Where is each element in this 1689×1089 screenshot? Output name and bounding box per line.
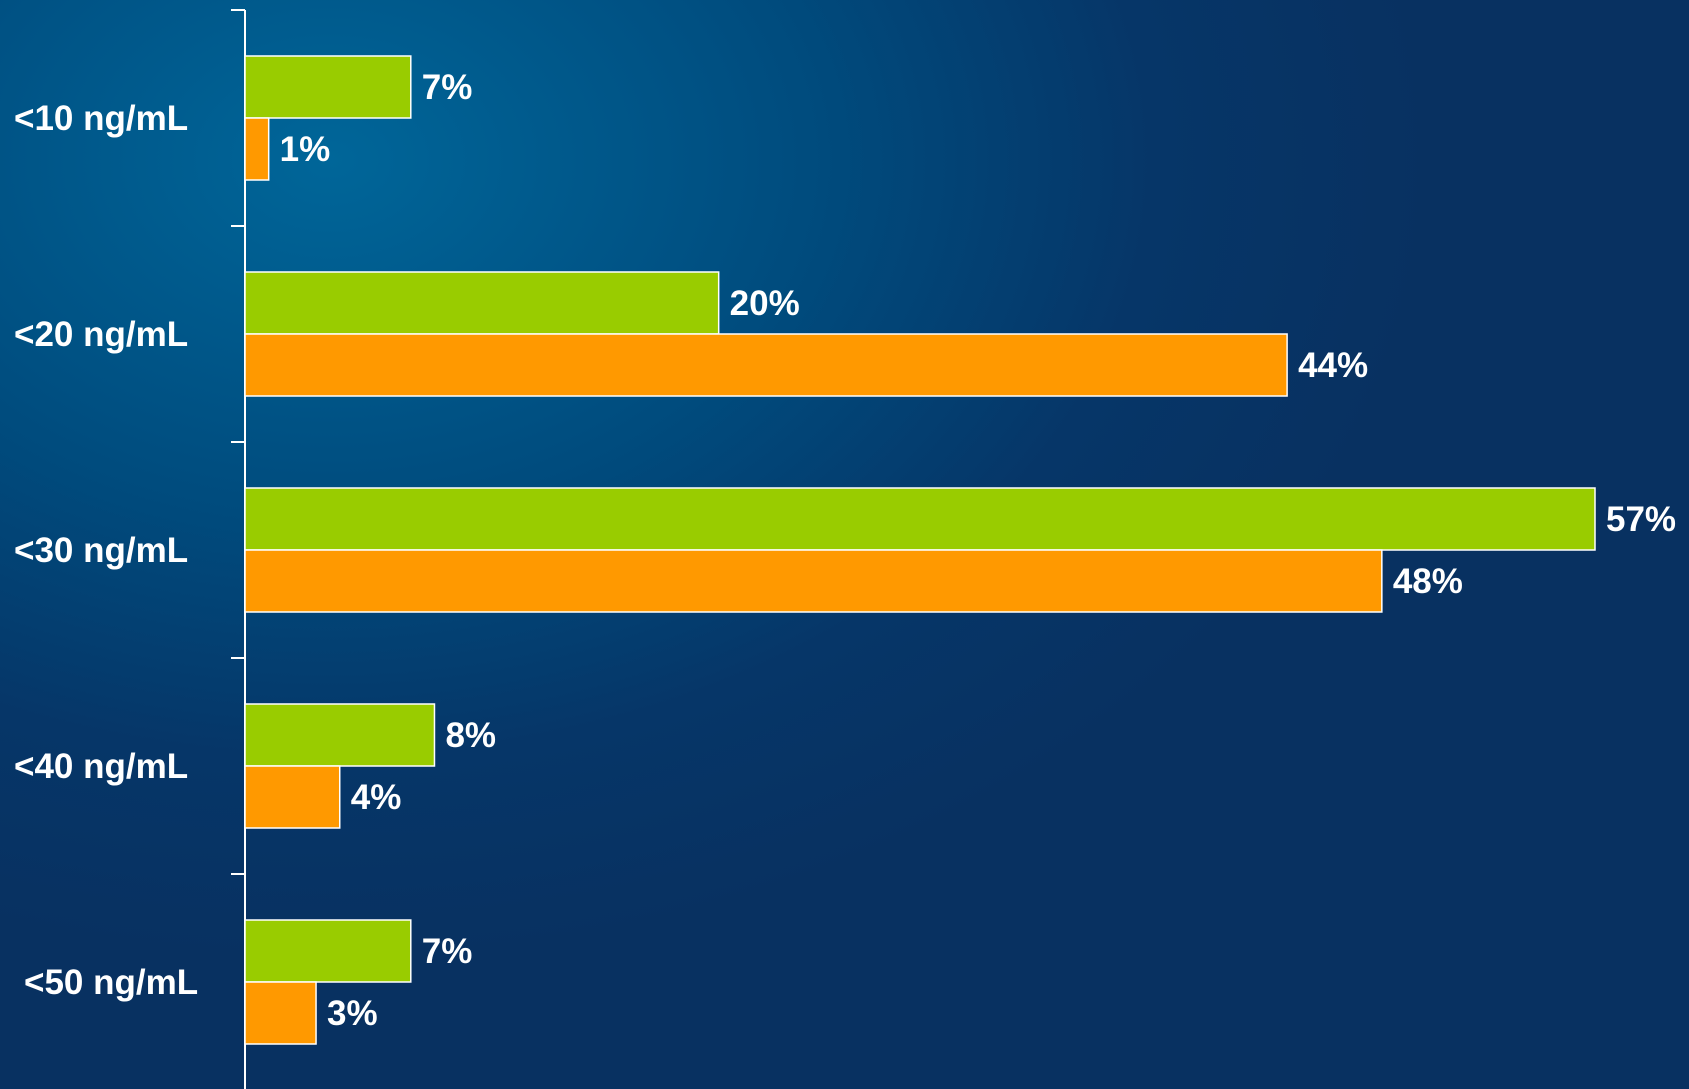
bar-series-1 xyxy=(244,487,1596,551)
data-label: 4% xyxy=(351,778,402,817)
data-label: 44% xyxy=(1298,346,1368,385)
bar-series-2 xyxy=(244,765,341,829)
data-label: 7% xyxy=(422,68,473,107)
data-label: 57% xyxy=(1606,500,1676,539)
category-label: <30 ng/mL xyxy=(14,531,188,570)
bar-series-2 xyxy=(244,549,1383,613)
bar-series-1 xyxy=(244,55,412,119)
data-label: 48% xyxy=(1393,562,1463,601)
bar-series-1 xyxy=(244,703,436,767)
data-label: 1% xyxy=(280,130,331,169)
data-label: 8% xyxy=(445,716,496,755)
data-label: 20% xyxy=(730,284,800,323)
bars xyxy=(244,55,1596,1045)
category-labels: <10 ng/mL <20 ng/mL <30 ng/mL <40 ng/mL <50 … xyxy=(14,99,198,1002)
bar-series-2 xyxy=(244,117,270,181)
category-label: <20 ng/mL xyxy=(14,315,188,354)
category-label: <10 ng/mL xyxy=(14,99,188,138)
bar-series-2 xyxy=(244,333,1288,397)
bar-series-1 xyxy=(244,919,412,983)
bar-series-2 xyxy=(244,981,317,1045)
bar-series-1 xyxy=(244,271,720,335)
data-label: 7% xyxy=(422,932,473,971)
y-axis xyxy=(231,9,246,1089)
category-label: <40 ng/mL xyxy=(14,747,188,786)
data-label: 3% xyxy=(327,994,378,1033)
category-label: <50 ng/mL xyxy=(24,963,198,1002)
data-labels: 7% 1% 20% 44% 57% 48% 8% 4% 7% 3% xyxy=(280,68,1676,1033)
